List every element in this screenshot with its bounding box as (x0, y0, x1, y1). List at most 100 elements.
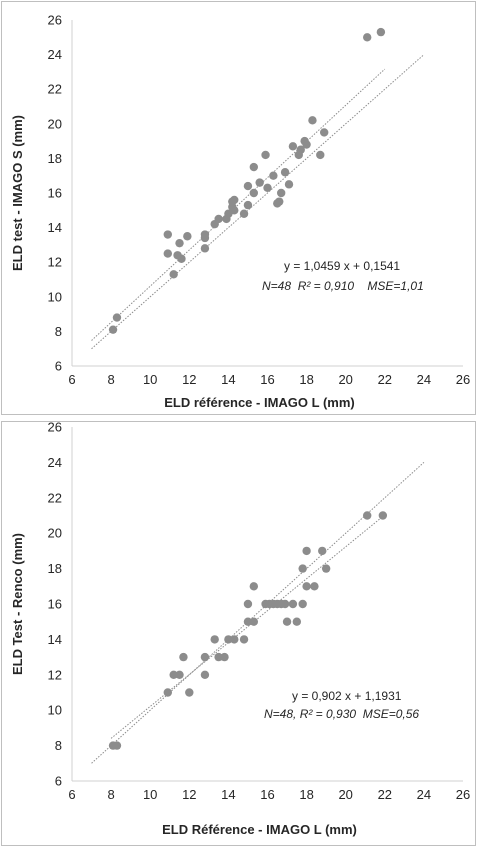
chart1-data-point (376, 27, 386, 37)
chart2-data-point (169, 670, 178, 679)
chart2-data-point (321, 564, 331, 573)
chart2-data-point (298, 564, 307, 573)
chart2-y-axis-title: ELD Test - Renco (mm) (10, 533, 25, 675)
chart2-data-point (210, 635, 219, 644)
chart1-data-point (276, 188, 286, 198)
chart2-x-axis-title: ELD Référence - IMAGO L (mm) (162, 822, 357, 837)
chart1-x-tick-label: 14 (221, 372, 235, 387)
chart2-data-point (200, 670, 210, 679)
chart1-data-point (275, 197, 284, 206)
chart2-data-point (175, 670, 184, 679)
chart2-regression-equation: y = 0,902 x + 1,1931 (292, 689, 402, 703)
chart1-data-point (284, 180, 294, 189)
chart2-x-tick-label: 14 (221, 787, 235, 802)
chart2-data-point (243, 599, 253, 609)
chart2-x-tick-label: 12 (182, 787, 196, 802)
chart2-data-point (243, 617, 253, 626)
chart2-y-tick-label: 24 (48, 455, 62, 470)
chart1-data-point (177, 254, 186, 263)
chart2-x-tick-label: 18 (299, 787, 313, 802)
chart2-y-tick-label: 6 (55, 774, 62, 789)
chart2-data-point (220, 652, 229, 662)
chart2-x-tick-label: 24 (417, 787, 431, 802)
chart2-y-tick-label: 26 (48, 422, 62, 435)
chart1-y-tick-label: 18 (48, 151, 62, 166)
chart1-y-tick-label: 22 (48, 82, 62, 97)
chart2-data-point (112, 741, 122, 750)
chart1-trendline (91, 68, 386, 341)
chart1-data-point (319, 128, 329, 137)
chart1-data-point (200, 244, 210, 253)
chart1-data-point (261, 150, 270, 160)
chart1-x-tick-label: 20 (338, 372, 352, 387)
chart1-data-point (249, 162, 259, 172)
scatter-chart-imago-s: 6 8 10 12 14 16 18 20 22 24 26 6 8 10 12 14 16 18 20 22 24 26… (10, 13, 470, 411)
chart1-data-point (112, 313, 122, 322)
chart2-y-tick-label: 22 (48, 490, 62, 505)
chart2-x-tick-label: 10 (143, 787, 157, 802)
chart2-trendline (110, 514, 386, 739)
chart2-y-tick-label: 18 (48, 561, 62, 576)
chart1-y-tick-label: 6 (55, 359, 62, 374)
chart2-data-point (239, 635, 249, 644)
chart1-data-point (230, 195, 239, 205)
chart1-fit-statistics: N=48 R² = 0,910 MSE=1,01 (262, 279, 424, 293)
chart1-data-point (214, 214, 223, 224)
chart2-data-point (302, 546, 311, 556)
chart1-x-tick-label: 18 (299, 372, 313, 387)
chart1-y-tick-label: 8 (55, 324, 62, 339)
chart2-data-point (280, 599, 290, 609)
chart1-data-point (316, 150, 325, 160)
chart2-data-point (298, 599, 307, 609)
chart1-x-tick-label: 8 (107, 372, 114, 387)
chart1-data-point (230, 206, 239, 215)
chart2-data-point (249, 582, 259, 591)
chart2-y-tick-label: 12 (48, 667, 62, 682)
chart1-data-point (243, 181, 253, 191)
chart1-data-point (239, 209, 249, 218)
chart1-data-point (249, 188, 259, 198)
chart1-data-point (163, 249, 172, 258)
chart2-x-tick-label: 20 (338, 787, 352, 802)
chart2-x-tick-label: 6 (68, 787, 75, 802)
chart1-data-point (175, 238, 184, 248)
chart2-x-tick-label: 26 (456, 787, 470, 802)
chart1-regression-equation: y = 1,0459 x + 0,1541 (284, 259, 400, 273)
chart2-data-point (292, 617, 302, 626)
chart1-y-tick-label: 10 (48, 289, 62, 304)
chart1-data-point (308, 116, 317, 125)
chart2-x-tick-label: 22 (378, 787, 392, 802)
chart1-x-tick-label: 22 (378, 372, 392, 387)
chart2-fit-statistics: N=48, R² = 0,930 MSE=0,56 (264, 707, 419, 721)
chart1-data-point (169, 270, 178, 279)
chart2-data-point (200, 652, 210, 662)
chart2-y-tick-label: 14 (48, 632, 62, 647)
chart1-data-point (243, 200, 253, 210)
chart2-x-tick-label: 8 (107, 787, 114, 802)
chart1-x-tick-label: 6 (68, 372, 75, 387)
chart2-data-point (214, 652, 223, 662)
chart2-y-tick-label: 20 (48, 526, 62, 541)
chart1-data-point (363, 33, 372, 42)
chart2-data-point (179, 652, 188, 662)
chart2-data-point (310, 582, 319, 591)
scatter-chart-renco: 6 8 10 12 14 16 18 20 22 24 26 6 8 10 12 14 16 18 20 22 24 26… (10, 422, 470, 837)
chart1-y-tick-label: 14 (48, 220, 62, 235)
chart1-y-axis-title: ELD test - IMAGO S (mm) (10, 115, 25, 271)
chart1-x-tick-label: 24 (417, 372, 431, 387)
chart2-data-point (163, 688, 172, 697)
chart1-data-point (255, 178, 264, 187)
chart1-data-point (302, 140, 311, 149)
chart2-x-tick-label: 16 (260, 787, 274, 802)
chart1-x-tick-label: 16 (260, 372, 274, 387)
chart1-data-point (296, 145, 305, 154)
chart2-data-point (282, 617, 292, 626)
chart1-x-axis-title: ELD référence - IMAGO L (mm) (164, 395, 354, 410)
chart1-identity-line (91, 54, 425, 350)
chart1-data-point (200, 230, 210, 239)
chart1-x-tick-label: 26 (456, 372, 470, 387)
chart1-x-tick-label: 10 (143, 372, 157, 387)
chart1-data-point (269, 171, 278, 180)
chart1-data-point (183, 232, 192, 241)
chart2-data-point (224, 635, 233, 644)
